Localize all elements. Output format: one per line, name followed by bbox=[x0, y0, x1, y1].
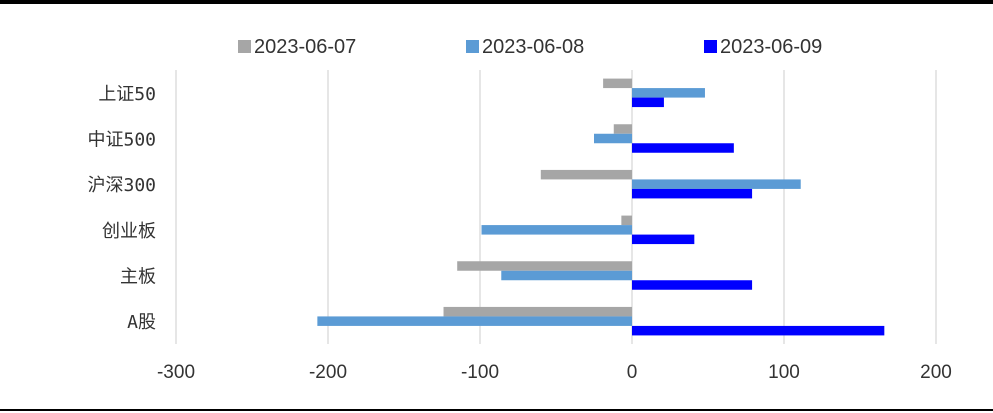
category-label: 创业板 bbox=[102, 221, 156, 242]
x-tick-label: -200 bbox=[309, 362, 347, 383]
legend-swatch bbox=[704, 40, 717, 53]
x-tick-label: 0 bbox=[627, 362, 638, 383]
category-label: 主板 bbox=[120, 267, 156, 288]
bar bbox=[632, 325, 885, 336]
x-tick-label: -100 bbox=[461, 362, 499, 383]
legend-swatch bbox=[466, 40, 479, 53]
legend-swatch bbox=[238, 40, 251, 53]
bar bbox=[632, 280, 753, 290]
bar bbox=[632, 88, 705, 98]
category-label: 上证50 bbox=[98, 84, 156, 105]
bar bbox=[613, 124, 632, 134]
legend-label: 2023-06-07 bbox=[254, 36, 356, 58]
bar bbox=[501, 270, 632, 281]
bar bbox=[632, 234, 695, 245]
bar bbox=[603, 78, 632, 89]
category-label: A股 bbox=[127, 312, 156, 333]
bar bbox=[632, 97, 664, 108]
category-label: 沪深300 bbox=[87, 175, 156, 196]
category-label: 中证500 bbox=[87, 130, 156, 151]
x-tick-label: 200 bbox=[920, 362, 952, 383]
x-tick-label: -300 bbox=[157, 362, 195, 383]
legend-label: 2023-06-08 bbox=[482, 36, 584, 58]
legend-label: 2023-06-09 bbox=[720, 36, 822, 58]
top-rule bbox=[0, 0, 993, 4]
x-tick-label: 100 bbox=[768, 362, 800, 383]
bar bbox=[443, 306, 632, 317]
bar bbox=[481, 225, 632, 235]
bar bbox=[457, 261, 632, 271]
bar bbox=[621, 215, 632, 226]
bottom-rule bbox=[0, 409, 993, 411]
bar bbox=[632, 179, 801, 189]
bar bbox=[632, 143, 734, 153]
bar bbox=[632, 188, 753, 199]
bar bbox=[540, 169, 632, 180]
bar bbox=[594, 133, 632, 144]
bar bbox=[317, 316, 632, 326]
